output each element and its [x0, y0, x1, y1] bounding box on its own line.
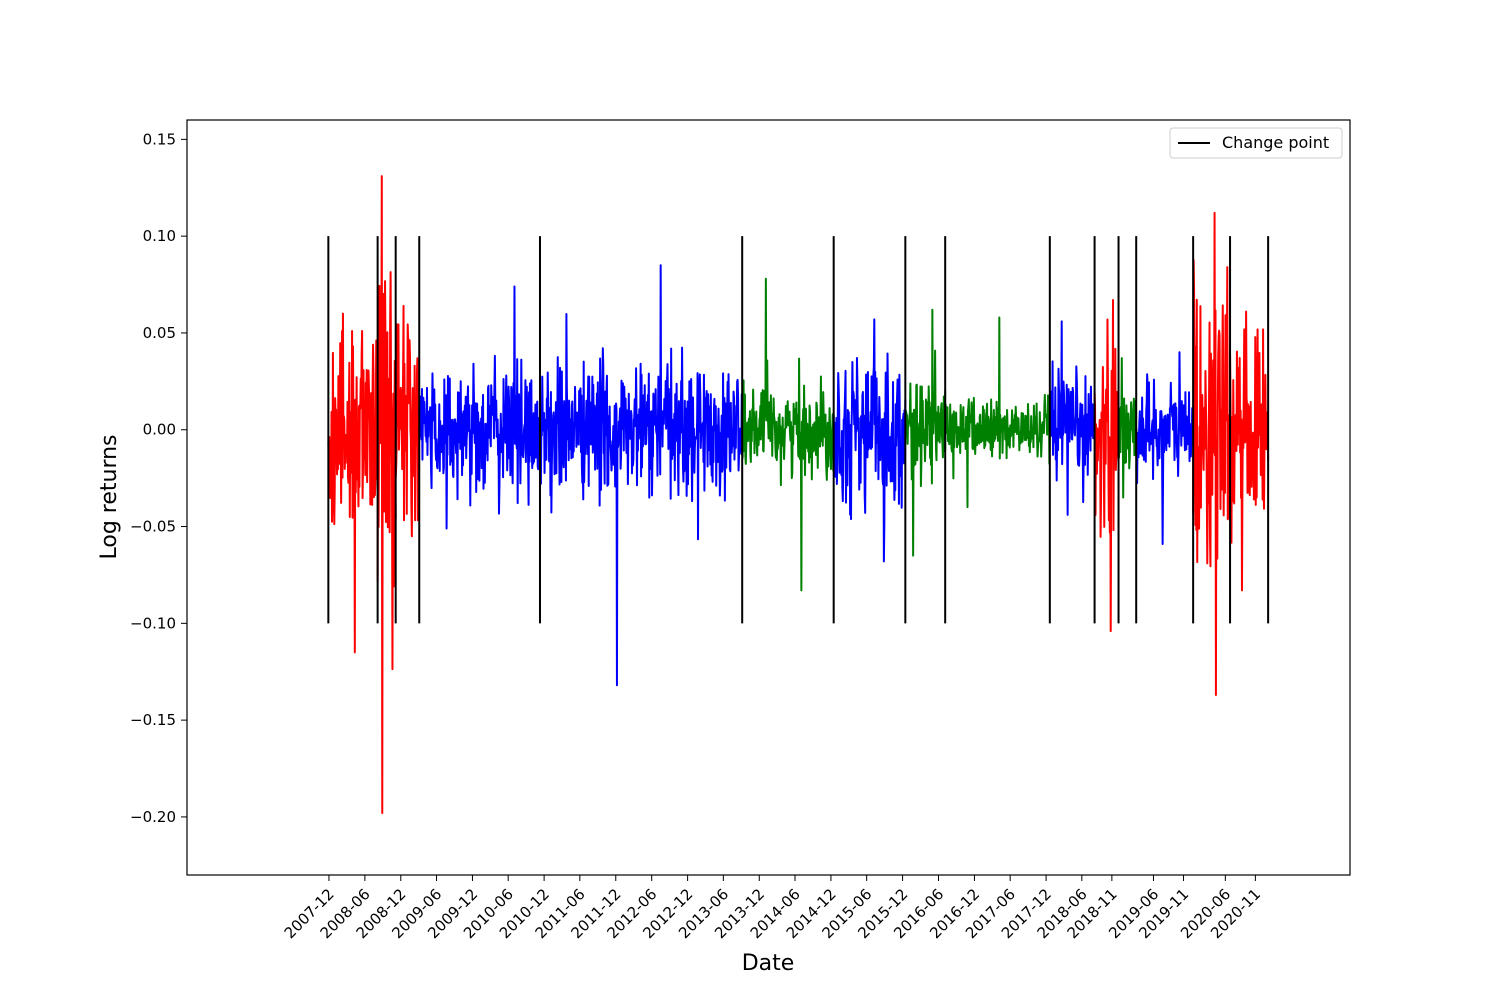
- series-segment-blue: [418, 285, 541, 530]
- y-tick-label: 0.05: [143, 324, 176, 342]
- y-tick-label: −0.20: [130, 808, 176, 826]
- legend: Change point: [1169, 127, 1343, 159]
- series-segment-green: [741, 277, 835, 592]
- series-segment-green: [1117, 357, 1138, 499]
- y-tick-label: −0.10: [130, 614, 176, 632]
- series-segment-red: [1093, 299, 1120, 633]
- change-point-layer: [327, 236, 1270, 624]
- series-segment-green: [944, 316, 1051, 509]
- series-segment-red: [394, 304, 421, 538]
- series-segment-red: [1192, 211, 1231, 696]
- series-segment-blue: [832, 318, 907, 563]
- series-segment-red: [327, 312, 379, 654]
- x-axis-title: Date: [742, 951, 795, 976]
- y-tick-label: 0.10: [143, 227, 176, 245]
- y-tick-label: 0.00: [143, 421, 176, 439]
- series-layer: [327, 175, 1270, 815]
- series-segment-red: [376, 175, 397, 815]
- series-segment-red: [1229, 310, 1270, 592]
- series-segment-blue: [538, 264, 744, 687]
- series-segment-blue: [1135, 351, 1195, 545]
- plot-frame: [186, 119, 1351, 876]
- y-axis: 0.15 0.10 0.05 0.00 −0.05 −0.10 −0.15 −0.20: [130, 130, 187, 826]
- y-axis-title: Log returns: [97, 434, 122, 559]
- y-tick-label: −0.15: [130, 711, 176, 729]
- legend-box: [1169, 127, 1343, 159]
- y-tick-label: 0.15: [143, 130, 176, 148]
- series-segment-green: [904, 308, 947, 557]
- series-segment-blue: [1048, 320, 1096, 516]
- y-tick-label: −0.05: [130, 518, 176, 536]
- legend-label: Change point: [1222, 133, 1329, 152]
